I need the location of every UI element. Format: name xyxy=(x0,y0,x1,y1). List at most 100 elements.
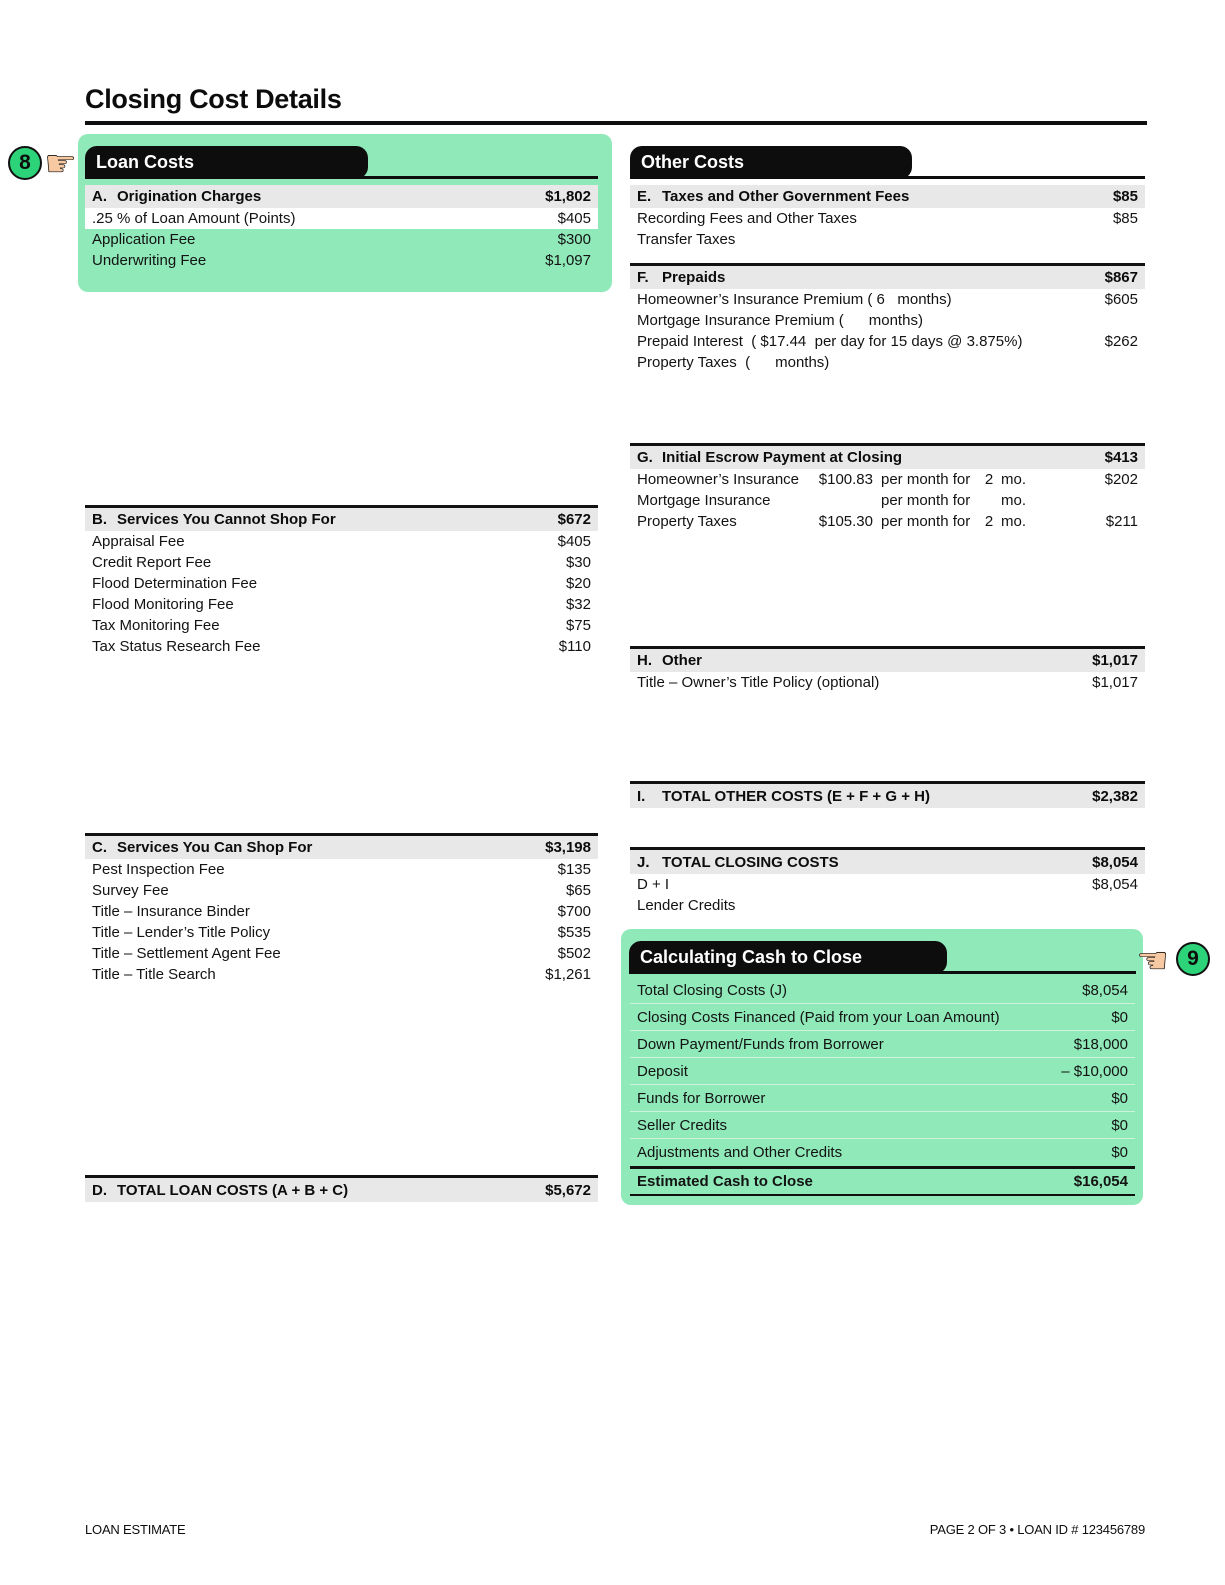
fee-amount: $502 xyxy=(557,945,591,962)
cash-row: Down Payment/Funds from Borrower $18,000 xyxy=(630,1031,1135,1058)
escrow-row: Property Taxes $105.30 per month for 2 m… xyxy=(630,511,1145,532)
section-c-header: C. Services You Can Shop For $3,198 xyxy=(85,836,598,859)
fee-amount: $700 xyxy=(557,903,591,920)
fee-amount: $20 xyxy=(565,575,591,592)
escrow-per-text: per month for xyxy=(881,492,971,509)
section-amount: $867 xyxy=(1104,269,1138,286)
section-d-total-loan-costs: D. TOTAL LOAN COSTS (A + B + C) $5,672 xyxy=(85,1175,598,1202)
section-e-taxes-government-fees: E. Taxes and Other Government Fees $85 R… xyxy=(630,185,1145,250)
section-name: Services You Can Shop For xyxy=(117,839,313,856)
cash-amount: $0 xyxy=(1111,1116,1128,1134)
escrow-monthly: $100.83 xyxy=(818,471,873,488)
section-g-header: G. Initial Escrow Payment at Closing $41… xyxy=(630,446,1145,469)
section-rule xyxy=(85,833,598,836)
fee-row: D + I $8,054 xyxy=(630,874,1145,895)
fee-row: .25 % of Loan Amount (Points) $405 xyxy=(85,208,598,229)
fee-amount: $262 xyxy=(1104,333,1138,350)
section-h-header: H. Other $1,017 xyxy=(630,649,1145,672)
fee-label: Lender Credits xyxy=(637,897,736,914)
cash-amount: $0 xyxy=(1111,1008,1128,1026)
fee-row: Tax Monitoring Fee $75 xyxy=(85,615,598,636)
fee-row: Homeowner’s Insurance Premium ( 6 months… xyxy=(630,289,1145,310)
cash-total-label: Estimated Cash to Close xyxy=(637,1173,813,1190)
fee-label: Tax Status Research Fee xyxy=(92,638,261,655)
cash-label: Adjustments and Other Credits xyxy=(637,1144,843,1161)
section-name: TOTAL LOAN COSTS (A + B + C) xyxy=(117,1181,349,1199)
section-rule xyxy=(630,646,1145,649)
fee-label: Flood Determination Fee xyxy=(92,575,258,592)
section-i-total-other-costs: I. TOTAL OTHER COSTS (E + F + G + H) $2,… xyxy=(630,781,1145,808)
section-letter: I. xyxy=(637,787,646,805)
fee-row: Title – Owner’s Title Policy (optional) $… xyxy=(630,672,1145,693)
escrow-monthly: $105.30 xyxy=(818,513,873,530)
fee-label: Transfer Taxes xyxy=(637,231,736,248)
escrow-label: Property Taxes xyxy=(637,513,737,530)
other-costs-tab: Other Costs xyxy=(630,146,912,179)
cash-to-close-highlight xyxy=(621,929,1143,1205)
cash-label: Deposit xyxy=(637,1062,688,1080)
fee-row: Lender Credits xyxy=(630,895,1145,916)
fee-label: Underwriting Fee xyxy=(92,252,207,269)
section-h-other: H. Other $1,017 Title – Owner’s Title Po… xyxy=(630,646,1145,693)
section-name: Other xyxy=(662,652,703,669)
fee-row: Property Taxes ( months) xyxy=(630,352,1145,373)
escrow-months: 2 xyxy=(984,513,994,530)
section-letter: A. xyxy=(92,188,107,205)
section-rule xyxy=(630,781,1145,784)
fee-label: Mortgage Insurance Premium ( months) xyxy=(637,312,923,329)
fee-label: Prepaid Interest ( $17.44 per day for 15… xyxy=(637,333,1023,350)
fee-amount: $405 xyxy=(557,533,591,550)
cash-row: Seller Credits $0 xyxy=(630,1112,1135,1139)
section-name: Initial Escrow Payment at Closing xyxy=(662,449,903,466)
section-letter: B. xyxy=(92,511,107,528)
escrow-amount: $202 xyxy=(1104,471,1138,488)
fee-row: Pest Inspection Fee $135 xyxy=(85,859,598,880)
fee-row: Underwriting Fee $1,097 xyxy=(85,250,598,271)
cash-total-amount: $16,054 xyxy=(1073,1173,1128,1190)
cash-row: Adjustments and Other Credits $0 xyxy=(630,1139,1135,1166)
fee-row: Tax Status Research Fee $110 xyxy=(85,636,598,657)
fee-label: Recording Fees and Other Taxes xyxy=(637,210,857,227)
fee-amount: $1,261 xyxy=(545,966,591,983)
cash-total-divider xyxy=(630,1166,1135,1169)
fee-label: Title – Owner’s Title Policy (optional) xyxy=(637,674,880,691)
fee-label: Property Taxes ( months) xyxy=(637,354,830,371)
fee-amount: $1,097 xyxy=(545,252,591,269)
callout-8-badge: 8 xyxy=(8,146,42,180)
escrow-amount: $211 xyxy=(1105,513,1138,530)
fee-amount: $110 xyxy=(558,638,591,655)
section-e-header: E. Taxes and Other Government Fees $85 xyxy=(630,185,1145,208)
page-title: Closing Cost Details xyxy=(85,84,342,114)
section-name: Prepaids xyxy=(662,269,726,286)
section-f-header: F. Prepaids $867 xyxy=(630,266,1145,289)
fee-amount: $85 xyxy=(1112,210,1138,227)
fee-row: Transfer Taxes xyxy=(630,229,1145,250)
section-letter: H. xyxy=(637,652,652,669)
fee-amount: $1,017 xyxy=(1092,674,1138,691)
footer-document-name: LOAN ESTIMATE xyxy=(85,1522,186,1537)
section-amount: $1,017 xyxy=(1092,652,1138,669)
escrow-row: Mortgage Insurance per month for mo. xyxy=(630,490,1145,511)
cash-to-close-tab: Calculating Cash to Close xyxy=(629,941,947,974)
section-rule xyxy=(630,263,1145,266)
fee-row: Flood Determination Fee $20 xyxy=(85,573,598,594)
section-d-header: D. TOTAL LOAN COSTS (A + B + C) $5,672 xyxy=(85,1178,598,1202)
cash-label: Funds for Borrower xyxy=(637,1089,766,1107)
section-letter: F. xyxy=(637,269,649,286)
fee-amount: $75 xyxy=(565,617,591,634)
pointing-hand-left-icon: ☚ ☜ xyxy=(1136,941,1178,981)
section-letter: G. xyxy=(637,449,653,466)
escrow-row: Homeowner’s Insurance $100.83 per month … xyxy=(630,469,1145,490)
section-amount: $5,672 xyxy=(545,1181,591,1199)
fee-label: Title – Settlement Agent Fee xyxy=(92,945,281,962)
fee-row: Title – Title Search $1,261 xyxy=(85,964,598,985)
section-letter: C. xyxy=(92,839,107,856)
fee-row: Flood Monitoring Fee $32 xyxy=(85,594,598,615)
title-rule xyxy=(85,121,1147,125)
cash-amount: $0 xyxy=(1111,1144,1128,1161)
fee-label: Credit Report Fee xyxy=(92,554,212,571)
estimated-cash-to-close-row: Estimated Cash to Close $16,054 xyxy=(630,1169,1135,1196)
fee-label: Flood Monitoring Fee xyxy=(92,596,234,613)
cash-amount: $18,000 xyxy=(1073,1035,1128,1053)
fee-row: Title – Lender’s Title Policy $535 xyxy=(85,922,598,943)
